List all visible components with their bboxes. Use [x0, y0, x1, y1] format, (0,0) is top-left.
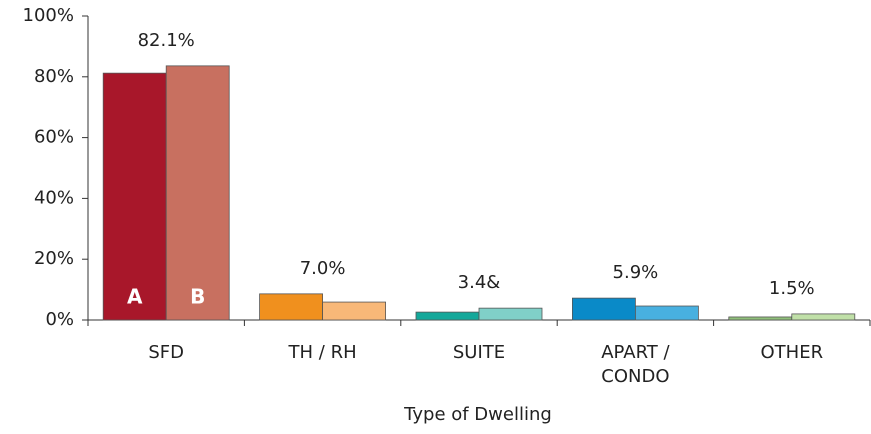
y-tick-label: 0%	[45, 309, 74, 330]
bar	[635, 305, 699, 321]
x-tick-label: APART / CONDO	[601, 342, 670, 387]
y-tick-label: 80%	[34, 66, 74, 87]
y-tick-label: 40%	[34, 187, 74, 208]
bar	[165, 65, 230, 321]
series-label: B	[190, 285, 205, 309]
group-label: 7.0%	[300, 258, 346, 279]
y-tick-label: 20%	[34, 248, 74, 269]
x-tick-label: SUITE	[452, 342, 506, 363]
x-tick-label: OTHER	[760, 342, 824, 363]
bar	[259, 293, 324, 321]
x-tick-label: SFD	[148, 342, 184, 363]
y-tick-label: 100%	[23, 5, 74, 26]
bar	[728, 316, 793, 321]
group-label: 1.5%	[769, 278, 815, 299]
bar	[102, 72, 167, 321]
x-axis-title: Type of Dwelling	[403, 404, 552, 425]
group-label: 5.9%	[613, 262, 659, 283]
bar	[791, 313, 856, 321]
bar	[415, 311, 480, 321]
bar	[572, 297, 636, 321]
x-tick-label: TH / RH	[288, 342, 357, 363]
group-label: 3.4&	[458, 272, 501, 293]
y-tick-label: 60%	[34, 127, 74, 148]
bar	[322, 301, 387, 321]
group-label: 82.1%	[138, 30, 195, 51]
bar	[478, 307, 543, 321]
series-label: A	[127, 285, 143, 309]
